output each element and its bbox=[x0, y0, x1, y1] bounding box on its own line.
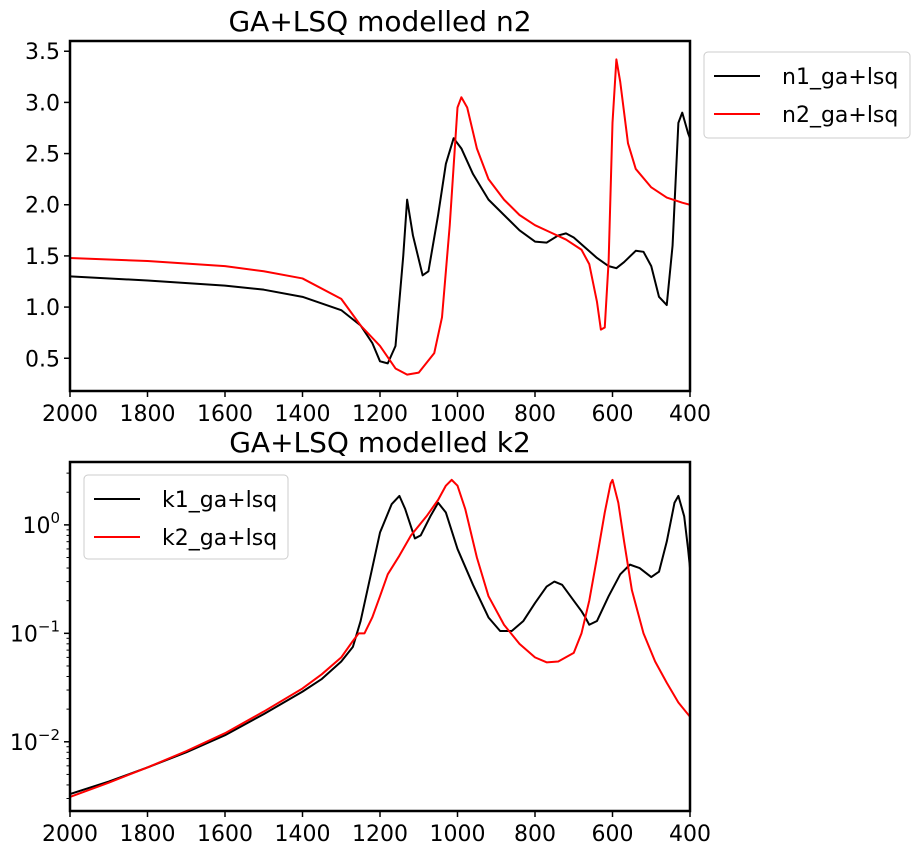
x-tick-label: 400 bbox=[669, 822, 711, 847]
y-tick-label: 2.5 bbox=[25, 143, 60, 168]
x-tick-label: 2000 bbox=[42, 822, 98, 847]
series-line-2 bbox=[70, 478, 690, 798]
chart-title: GA+LSQ modelled k2 bbox=[229, 426, 531, 459]
x-tick-label: 1000 bbox=[430, 402, 486, 427]
axes-frame bbox=[68, 39, 692, 393]
x-tick-label: 800 bbox=[514, 402, 556, 427]
legend: n1_ga+lsq n2_ga+lsq bbox=[703, 51, 911, 139]
x-tick-label: 1200 bbox=[352, 822, 408, 847]
series-line-1 bbox=[70, 494, 690, 795]
legend-label: n2_ga+lsq bbox=[782, 103, 898, 128]
x-tick-label: 1800 bbox=[120, 402, 176, 427]
x-tick-label: 400 bbox=[669, 402, 711, 427]
legend: k1_ga+lsq k2_ga+lsq bbox=[83, 474, 289, 560]
x-tick-label: 2000 bbox=[42, 402, 98, 427]
chart-panel-2: GA+LSQ modelled k2 2000 1800 1600 1400 1200 10… bbox=[10, 426, 711, 847]
legend-label: k2_ga+lsq bbox=[162, 526, 277, 551]
series-line-2 bbox=[70, 58, 690, 376]
y-tick-label: 3.0 bbox=[25, 91, 60, 116]
x-tick-label: 600 bbox=[592, 822, 634, 847]
y-tick-label: 1.0 bbox=[25, 296, 60, 321]
x-tick-label: 600 bbox=[592, 402, 634, 427]
x-tick-label: 1600 bbox=[197, 402, 253, 427]
y-tick-label: 10−1 bbox=[10, 617, 60, 647]
legend-box bbox=[703, 51, 911, 139]
y-tick-label: 2.0 bbox=[25, 194, 60, 219]
x-tick-label: 1200 bbox=[352, 402, 408, 427]
x-tick-label: 1600 bbox=[197, 822, 253, 847]
y-tick-label: 3.5 bbox=[25, 40, 60, 65]
x-tick-label: 1000 bbox=[430, 822, 486, 847]
series-line-1 bbox=[70, 111, 690, 365]
legend-label: n1_ga+lsq bbox=[782, 65, 898, 90]
x-tick-label: 1400 bbox=[275, 822, 331, 847]
x-tick-label: 1800 bbox=[120, 822, 176, 847]
chart-panel-1: GA+LSQ modelled n2 2000 1800 1600 1400 1200 10… bbox=[25, 5, 911, 427]
x-tick-label: 800 bbox=[514, 822, 556, 847]
y-tick-label: 1.5 bbox=[25, 245, 60, 270]
x-tick-label: 1400 bbox=[275, 402, 331, 427]
legend-label: k1_ga+lsq bbox=[162, 488, 277, 513]
chart-title: GA+LSQ modelled n2 bbox=[228, 5, 531, 38]
y-tick-label: 0.5 bbox=[25, 347, 60, 372]
y-tick-label: 10−2 bbox=[10, 726, 60, 756]
y-tick-label: 100 bbox=[22, 509, 60, 539]
